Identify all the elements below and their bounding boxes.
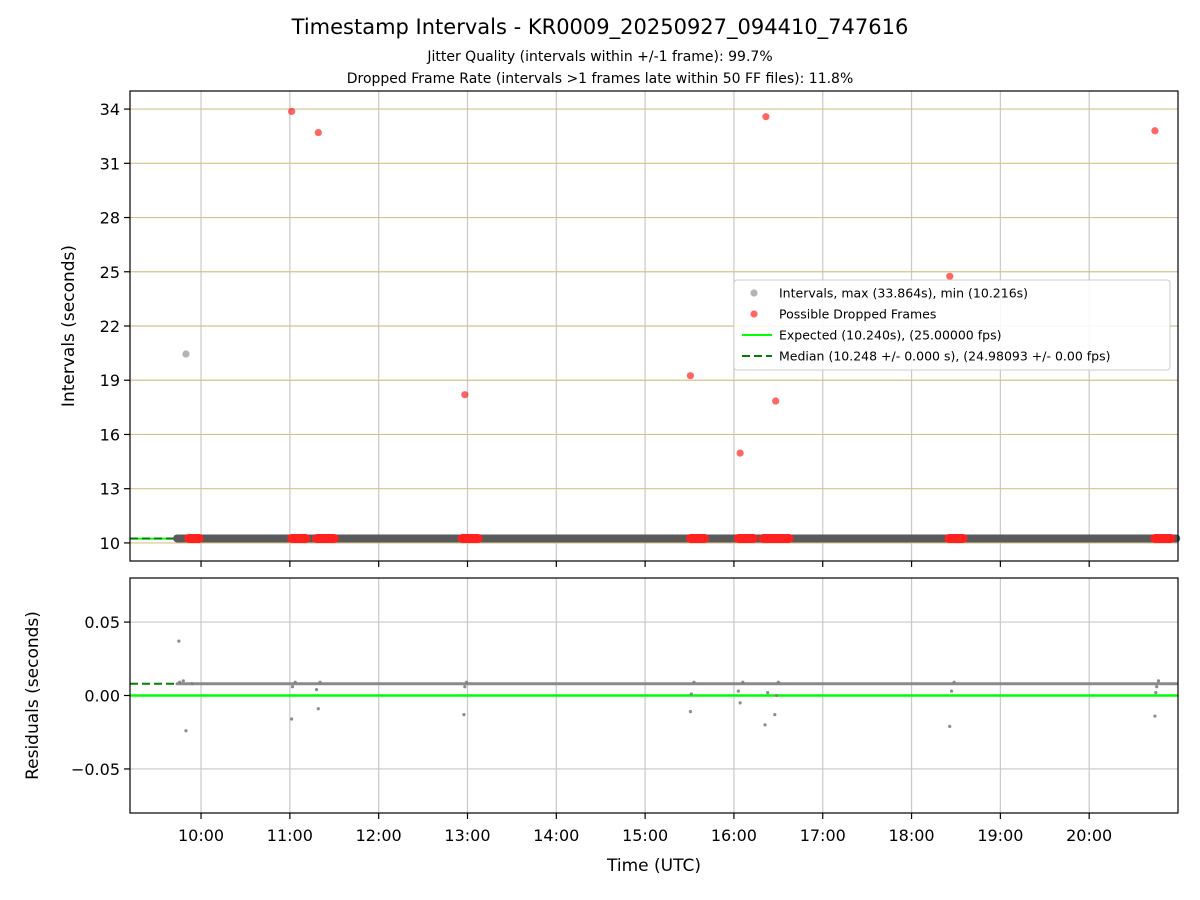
residual-point — [316, 707, 320, 711]
x-axis-label: Time (UTC) — [606, 856, 701, 876]
legend-entry-label: Expected (10.240s), (25.00000 fps) — [779, 328, 1001, 343]
residual-point — [462, 712, 466, 717]
residual-point — [178, 680, 182, 684]
intervals-y-tick-label: 16 — [100, 425, 120, 444]
dropped-frame-point — [686, 372, 695, 380]
residual-point — [773, 712, 777, 717]
legend-entry-label: Possible Dropped Frames — [779, 307, 936, 322]
legend-entry-label: Median (10.248 +/- 0.000 s), (24.98093 +… — [779, 349, 1110, 364]
residual-point — [184, 729, 188, 733]
dropped-frame-point — [461, 391, 469, 399]
residual-point — [318, 680, 322, 684]
residuals-y-tick-label: 0.00 — [84, 687, 120, 706]
intervals-points — [182, 107, 1159, 457]
dropped-frame-point — [314, 128, 322, 137]
x-tick-label: 16:00 — [711, 826, 757, 845]
intervals-y-tick-label: 13 — [100, 480, 120, 499]
residual-point — [689, 692, 693, 696]
residuals-points — [177, 639, 1161, 733]
residual-point — [692, 680, 696, 684]
dropped-frame-point — [736, 449, 744, 457]
residuals-plot: 0.050.00−0.05 10:00 11:00 12:00 13:00 14:00 1… — [23, 577, 1179, 876]
x-tick-label: 11:00 — [267, 826, 313, 845]
residuals-y-tick-label: 0.05 — [84, 613, 120, 632]
residual-point — [948, 724, 952, 728]
residual-point — [741, 680, 745, 684]
residual-point — [463, 685, 467, 689]
x-tick-label: 20:00 — [1066, 826, 1112, 845]
legend-marker — [750, 289, 758, 297]
residual-point — [952, 680, 956, 684]
residuals-x-axis: 10:00 11:00 12:00 13:00 14:00 15:00 16:00 17:00… — [178, 813, 1112, 845]
residual-point — [1156, 679, 1161, 683]
residual-point — [736, 689, 740, 693]
intervals-y-tick-label: 34 — [100, 100, 120, 119]
intervals-y-tick-label: 28 — [100, 209, 120, 228]
dropped-frame-point — [1151, 127, 1159, 135]
legend: Intervals, max (33.864s), min (10.216s) P… — [733, 279, 1171, 371]
legend-entry-label: Intervals, max (33.864s), min (10.216s) — [779, 286, 1028, 301]
intervals-y-tick-label: 19 — [100, 371, 120, 390]
residual-point — [290, 717, 294, 721]
legend-marker — [750, 310, 758, 318]
intervals-y-tick-label: 31 — [100, 154, 120, 173]
residual-point — [314, 688, 319, 692]
x-tick-label: 12:00 — [356, 826, 402, 845]
residual-point — [190, 682, 194, 686]
residual-point — [177, 639, 181, 643]
dropped-frame-point — [772, 397, 780, 405]
intervals-y-tick-label: 22 — [100, 317, 120, 336]
residual-point — [1153, 714, 1157, 718]
intervals-y-axis-label: Intervals (seconds) — [59, 245, 79, 407]
residuals-y-tick-label: −0.05 — [71, 760, 120, 779]
intervals-y-tick-label: 10 — [100, 534, 120, 553]
chart-subtitle-jitter: Jitter Quality (intervals within +/-1 fr… — [427, 49, 773, 65]
dropped-frame-point — [762, 113, 770, 121]
interval-point — [182, 350, 190, 358]
residuals-y-axis-label: Residuals (seconds) — [23, 611, 43, 780]
x-tick-label: 14:00 — [533, 826, 579, 845]
intervals-y-axis: 10 13 16 19 22 25 28 31 34 — [100, 100, 130, 553]
residual-point — [766, 690, 770, 695]
residuals-y-axis: 0.05 0.00 −0.05 — [71, 613, 130, 779]
residual-point — [688, 710, 693, 714]
x-tick-label: 13:00 — [444, 826, 490, 845]
chart-subtitle-dropped: Dropped Frame Rate (intervals >1 frames … — [346, 71, 854, 87]
residual-point — [1154, 690, 1158, 695]
x-tick-label: 18:00 — [889, 826, 935, 845]
dropped-frame-point — [946, 272, 954, 280]
dropped-frame-point — [288, 107, 296, 116]
x-tick-label: 17:00 — [800, 826, 846, 845]
residual-point — [774, 693, 779, 698]
residual-point — [293, 680, 297, 684]
intervals-y-tick-label: 25 — [100, 263, 120, 282]
residual-point — [1155, 685, 1159, 689]
residual-point — [465, 680, 469, 684]
x-tick-label: 10:00 — [178, 826, 224, 845]
residual-point — [776, 680, 780, 684]
intervals-x-axis — [200, 561, 1090, 567]
residual-point — [181, 679, 185, 683]
residual-point — [738, 701, 742, 705]
x-tick-label: 19:00 — [977, 826, 1023, 845]
residual-point — [290, 685, 295, 689]
residual-point — [949, 689, 954, 693]
chart-title: Timestamp Intervals - KR0009_20250927_09… — [291, 15, 909, 39]
legend-box — [733, 279, 1171, 371]
residual-point — [763, 723, 767, 727]
x-tick-label: 15:00 — [622, 826, 668, 845]
residuals-reference-lines — [130, 682, 1178, 697]
intervals-plot: 10 13 16 19 22 25 28 31 34 Intervals (seconds) I… — [59, 90, 1181, 567]
